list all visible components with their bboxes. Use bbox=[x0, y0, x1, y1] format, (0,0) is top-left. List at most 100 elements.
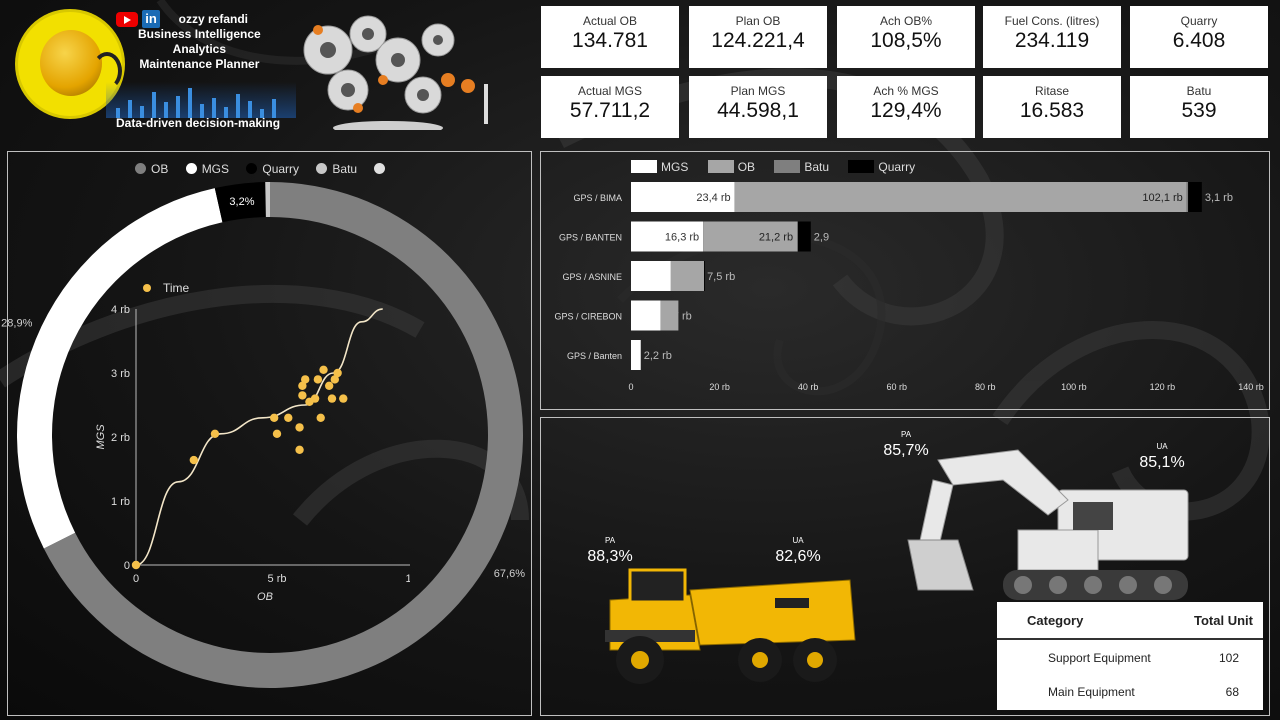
bar-segment-batu[interactable] bbox=[1186, 182, 1189, 212]
legend-swatch bbox=[774, 160, 801, 173]
kpi-label: Fuel Cons. (litres) bbox=[1004, 14, 1100, 28]
table-row[interactable]: Main Equipment 68 bbox=[997, 674, 1263, 708]
kpi-card-plan-ob: Plan OB 124.221,4 bbox=[689, 6, 827, 68]
donut-slice-mgs[interactable] bbox=[16, 188, 223, 549]
table-header: Category Total Unit bbox=[997, 602, 1263, 640]
kpi-label: Plan OB bbox=[735, 14, 781, 28]
bar-segment-ob[interactable] bbox=[660, 300, 679, 331]
bar-segment-mgs[interactable] bbox=[631, 340, 641, 370]
brand-line-2: Analytics bbox=[172, 42, 227, 56]
legend-item-mgs[interactable]: MGS bbox=[631, 160, 688, 174]
bar-segment-mgs[interactable] bbox=[631, 182, 735, 212]
legend-label: Batu bbox=[332, 162, 358, 176]
scatter-point[interactable] bbox=[301, 375, 310, 384]
scatter-point[interactable] bbox=[284, 413, 293, 422]
legend-item-batu[interactable]: Batu bbox=[774, 160, 829, 174]
brand-line-3: Maintenance Planner bbox=[139, 57, 260, 71]
scatter-point[interactable] bbox=[131, 560, 141, 570]
kpi-card-fuel: Fuel Cons. (litres) 234.119 bbox=[983, 6, 1121, 68]
legend-item-mgs[interactable]: MGS bbox=[185, 162, 230, 176]
legend-dot bbox=[246, 163, 258, 174]
legend-swatch bbox=[631, 160, 657, 173]
tagline: Data-driven decision-making bbox=[116, 116, 281, 130]
y-tick-label: 0 bbox=[124, 560, 130, 572]
scatter-point[interactable] bbox=[310, 394, 320, 403]
linkedin-icon[interactable]: in bbox=[142, 10, 160, 28]
kpi-label: Quarry bbox=[1180, 14, 1218, 28]
gears-illustration bbox=[303, 15, 488, 130]
scatter-point[interactable] bbox=[210, 429, 220, 438]
bar-segment-ob[interactable] bbox=[734, 182, 1187, 212]
truck-ua-metric: UA 82,6% bbox=[768, 536, 828, 566]
bar-chart-panel bbox=[540, 151, 1270, 410]
kpi-card-actual-mgs: Actual MGS 57.711,2 bbox=[541, 76, 679, 138]
trend-line bbox=[135, 308, 383, 566]
legend-dot bbox=[185, 163, 197, 174]
kpi-label: Actual MGS bbox=[577, 84, 643, 98]
column-header-total-unit[interactable]: Total Unit bbox=[1194, 613, 1253, 628]
excavator-illustration bbox=[907, 449, 1189, 600]
scatter-point[interactable] bbox=[295, 445, 304, 454]
legend-item-blank[interactable] bbox=[374, 162, 390, 176]
x-tick-label: 60 rb bbox=[886, 382, 907, 392]
ua-value: 82,6% bbox=[775, 548, 821, 565]
legend-swatch bbox=[707, 160, 734, 173]
legend-label: OB bbox=[151, 162, 169, 176]
scatter-point[interactable] bbox=[269, 413, 279, 422]
bar-value-label: 3,1 rb bbox=[1205, 192, 1233, 204]
legend-item-ob[interactable]: OB bbox=[135, 162, 168, 176]
bar-chart: GPS / BIMA 23,4 rb 102,1 rb 0 3,1 rb GPS / BA… bbox=[554, 182, 1264, 392]
ua-value: 85,1% bbox=[1139, 454, 1185, 471]
bar-segment-mgs[interactable] bbox=[631, 221, 704, 252]
scatter-point[interactable] bbox=[316, 413, 325, 422]
column-header-category[interactable]: Category bbox=[1027, 613, 1084, 628]
kpi-value: 16.583 bbox=[1019, 99, 1085, 122]
scatter-point[interactable] bbox=[324, 381, 334, 390]
x-tick-label: 0 bbox=[628, 382, 633, 392]
legend-item-quarry[interactable]: Quarry bbox=[848, 160, 915, 174]
legend-label: Quarry bbox=[878, 160, 916, 174]
table-row[interactable]: Support Equipment 102 bbox=[997, 640, 1263, 674]
pa-value: 85,7% bbox=[883, 442, 929, 459]
donut-slice-quarry[interactable] bbox=[214, 182, 266, 223]
bar-segment-mgs[interactable] bbox=[631, 261, 671, 291]
scatter-point[interactable] bbox=[189, 455, 199, 465]
kpi-card-quarry: Quarry 6.408 bbox=[1130, 6, 1268, 68]
ua-label: UA bbox=[792, 536, 804, 545]
scatter-point[interactable] bbox=[333, 368, 342, 378]
scatter-point[interactable] bbox=[330, 375, 340, 384]
scatter-point[interactable] bbox=[295, 423, 304, 432]
legend-item-quarry[interactable]: Quarry bbox=[246, 162, 299, 176]
donut-slice-batu[interactable] bbox=[265, 182, 270, 218]
legend-item-ob[interactable]: OB bbox=[707, 160, 755, 174]
category-label: GPS / BIMA bbox=[573, 193, 622, 203]
kpi-value: 539 bbox=[1181, 99, 1217, 122]
scatter-point[interactable] bbox=[298, 381, 307, 390]
legend-label-time[interactable]: Time bbox=[163, 281, 190, 295]
dump-truck-illustration bbox=[605, 568, 856, 684]
donut-scatter-panel bbox=[7, 151, 532, 716]
scatter-point[interactable] bbox=[339, 394, 348, 403]
scatter-point[interactable] bbox=[298, 391, 307, 400]
scatter-point[interactable] bbox=[272, 429, 282, 438]
scatter-point[interactable] bbox=[313, 375, 323, 384]
youtube-icon[interactable] bbox=[116, 12, 138, 27]
scatter-point[interactable] bbox=[319, 365, 328, 374]
scatter-point[interactable] bbox=[327, 394, 337, 403]
bar-segment-ob[interactable] bbox=[703, 221, 798, 252]
legend-label: MGS bbox=[201, 162, 230, 176]
analytics-skyline-graphic bbox=[106, 82, 296, 118]
bar-segment-quarry[interactable] bbox=[1188, 182, 1202, 212]
bar-value-label: 23,4 rb bbox=[696, 192, 730, 204]
bar-segment-quarry[interactable] bbox=[704, 261, 705, 291]
excavator-ua-metric: UA 85,1% bbox=[1132, 442, 1192, 472]
y-tick-label: 3 rb bbox=[111, 368, 130, 380]
bar-segment-ob[interactable] bbox=[670, 261, 705, 291]
legend-item-batu[interactable]: Batu bbox=[316, 162, 357, 176]
bar-segment-mgs[interactable] bbox=[631, 300, 661, 331]
x-tick-label: 120 rb bbox=[1150, 382, 1176, 392]
bar-segment-quarry[interactable] bbox=[797, 221, 811, 252]
bar-value-label: 2,9 bbox=[814, 232, 829, 244]
legend-dot bbox=[316, 163, 328, 174]
bar-segment-batu[interactable] bbox=[797, 221, 798, 252]
